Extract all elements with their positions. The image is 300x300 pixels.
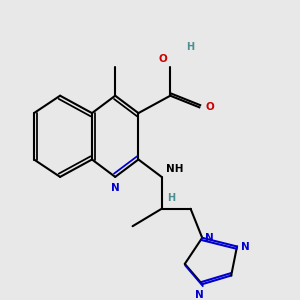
Text: NH: NH [166, 164, 184, 174]
Text: N: N [205, 233, 214, 243]
Text: H: H [167, 193, 175, 203]
Text: O: O [205, 102, 214, 112]
Text: N: N [195, 290, 204, 300]
Text: N: N [242, 242, 250, 251]
Text: H: H [187, 42, 195, 52]
Text: O: O [159, 54, 167, 64]
Text: N: N [111, 183, 120, 193]
